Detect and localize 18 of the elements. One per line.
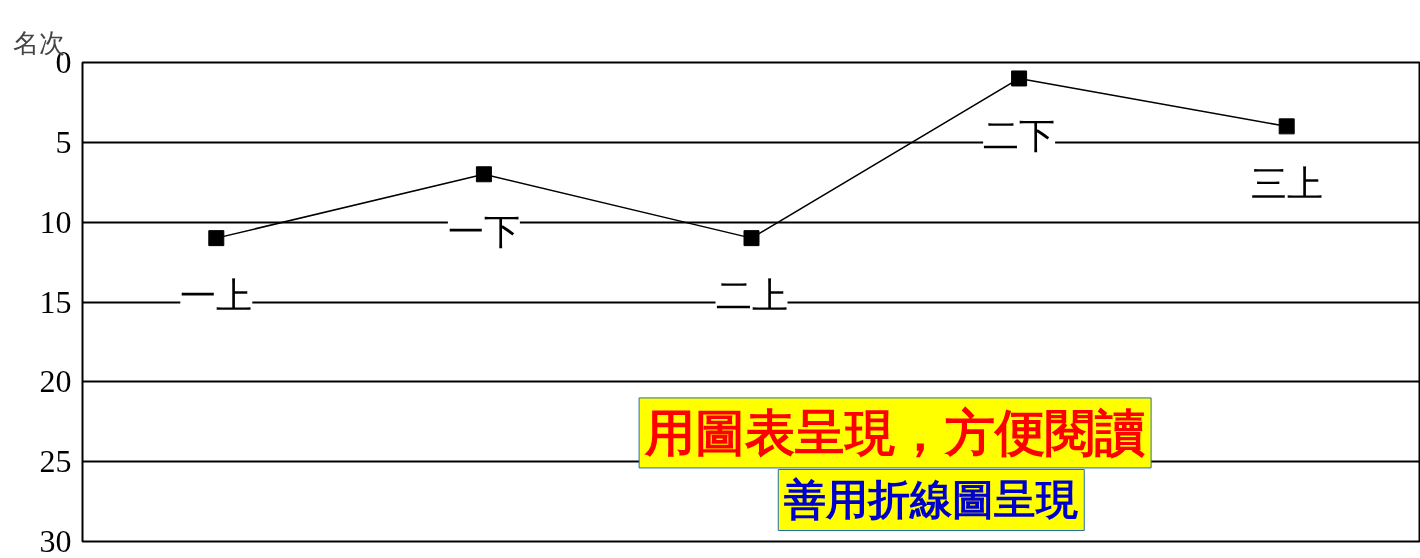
x-tick-label: 一上 xyxy=(180,276,253,317)
y-tick-label: 30 xyxy=(39,523,72,558)
x-tick-label: 一下 xyxy=(447,212,520,253)
y-tick-label: 5 xyxy=(55,123,72,160)
point xyxy=(1011,70,1028,87)
y-tick-label: 10 xyxy=(39,203,72,240)
x-tick-label: 二下 xyxy=(983,116,1056,157)
point xyxy=(743,230,760,247)
annotation: 用圖表呈現，方便閱讀 xyxy=(644,403,1146,462)
x-tick-label: 三上 xyxy=(1250,164,1323,205)
y-tick-label: 20 xyxy=(39,363,72,400)
x-tick-label: 二上 xyxy=(715,276,788,317)
point xyxy=(208,230,225,247)
y-tick-label: 15 xyxy=(39,283,72,320)
y-tick-label: 25 xyxy=(39,443,72,480)
point xyxy=(1278,118,1295,135)
point xyxy=(475,166,492,183)
annotation: 善用折線圖呈現 xyxy=(784,475,1079,525)
